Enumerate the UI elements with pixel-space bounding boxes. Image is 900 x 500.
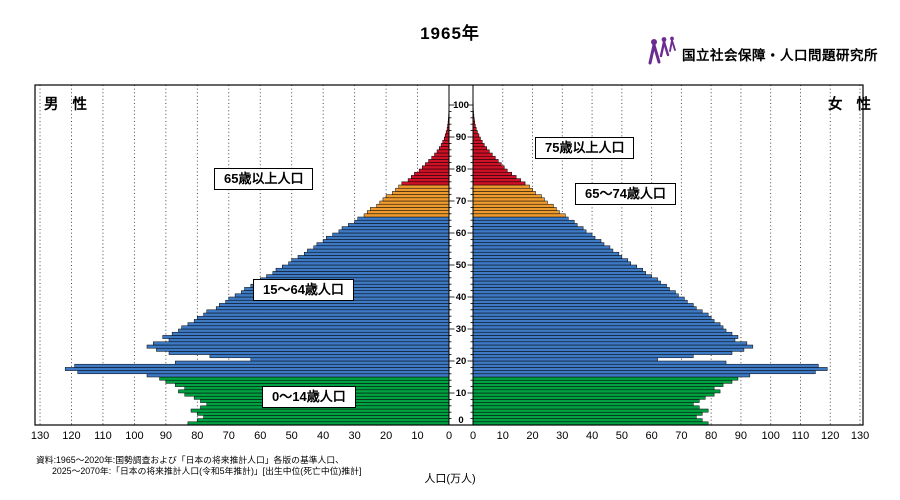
svg-text:40: 40 [456, 292, 467, 303]
svg-text:60: 60 [254, 430, 266, 442]
bars-male [64, 101, 450, 426]
x-tick-labels: 0 0 10 10 20 20 30 30 40 40 50 50 60 60 70 70 80 80 90 90 10… [31, 430, 869, 442]
svg-text:50: 50 [286, 430, 298, 442]
svg-text:80: 80 [456, 164, 467, 175]
annotation-age-65-74: 65〜74歳人口 [575, 183, 676, 205]
plot-border [34, 84, 864, 426]
svg-text:130: 130 [851, 430, 869, 442]
svg-text:30: 30 [456, 324, 467, 335]
svg-text:70: 70 [456, 196, 467, 207]
svg-text:40: 40 [317, 430, 329, 442]
svg-text:20: 20 [526, 430, 538, 442]
svg-text:80: 80 [191, 430, 203, 442]
svg-text:60: 60 [645, 430, 657, 442]
institute-name: 国立社会保障・人口問題研究所 [682, 47, 878, 63]
svg-text:90: 90 [160, 430, 172, 442]
age-axis [448, 85, 474, 426]
source-note: 資料:1965〜2020年:国勢調査および「日本の将来推計人口」各版の基準人口、… [36, 455, 361, 477]
bars-female [472, 101, 828, 426]
male-side-label: 男 性 [44, 97, 93, 113]
svg-text:130: 130 [31, 430, 49, 442]
svg-text:50: 50 [616, 430, 628, 442]
source-line-1: 資料:1965〜2020年:国勢調査および「日本の将来推計人口」各版の基準人口、 [36, 455, 344, 465]
svg-text:90: 90 [735, 430, 747, 442]
svg-text:40: 40 [586, 430, 598, 442]
svg-text:120: 120 [62, 430, 80, 442]
svg-text:20: 20 [380, 430, 392, 442]
svg-text:100: 100 [453, 100, 469, 111]
annotation-age-0-14: 0〜14歳人口 [262, 386, 356, 408]
annotation-age-75-plus: 75歳以上人口 [535, 137, 635, 159]
svg-text:0: 0 [470, 430, 476, 442]
institute-logo-icon [643, 36, 679, 71]
svg-text:110: 110 [94, 430, 112, 442]
annotation-age-15-64: 15〜64歳人口 [253, 279, 354, 301]
source-line-2: 2025〜2070年:「日本の将来推計人口(令和5年推計)」[出生中位(死亡中位… [52, 466, 362, 476]
x-axis-title: 人口(万人) [424, 473, 476, 485]
svg-text:60: 60 [456, 228, 467, 239]
institute-logo: 国立社会保障・人口問題研究所 [643, 36, 878, 71]
svg-text:100: 100 [762, 430, 780, 442]
chart-title: 1965年 [420, 24, 480, 43]
svg-text:20: 20 [456, 356, 467, 367]
svg-text:70: 70 [675, 430, 687, 442]
svg-text:100: 100 [125, 430, 143, 442]
svg-text:90: 90 [456, 132, 467, 143]
svg-text:70: 70 [223, 430, 235, 442]
svg-text:50: 50 [456, 260, 467, 271]
svg-text:110: 110 [792, 430, 810, 442]
svg-text:10: 10 [411, 430, 423, 442]
svg-text:30: 30 [348, 430, 360, 442]
age-tick-labels: 0 10 20 30 40 50 60 70 80 90 100 [453, 100, 469, 426]
svg-text:0: 0 [446, 430, 452, 442]
svg-text:10: 10 [456, 388, 467, 399]
svg-text:80: 80 [705, 430, 717, 442]
female-side-label: 女 性 [827, 97, 876, 113]
svg-text:0: 0 [458, 415, 463, 426]
svg-text:30: 30 [556, 430, 568, 442]
svg-text:120: 120 [821, 430, 839, 442]
svg-text:10: 10 [497, 430, 509, 442]
annotation-age-65-plus: 65歳以上人口 [214, 168, 314, 190]
